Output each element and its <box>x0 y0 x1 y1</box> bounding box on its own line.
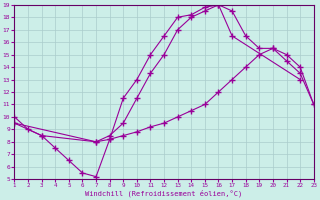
X-axis label: Windchill (Refroidissement éolien,°C): Windchill (Refroidissement éolien,°C) <box>85 190 243 197</box>
